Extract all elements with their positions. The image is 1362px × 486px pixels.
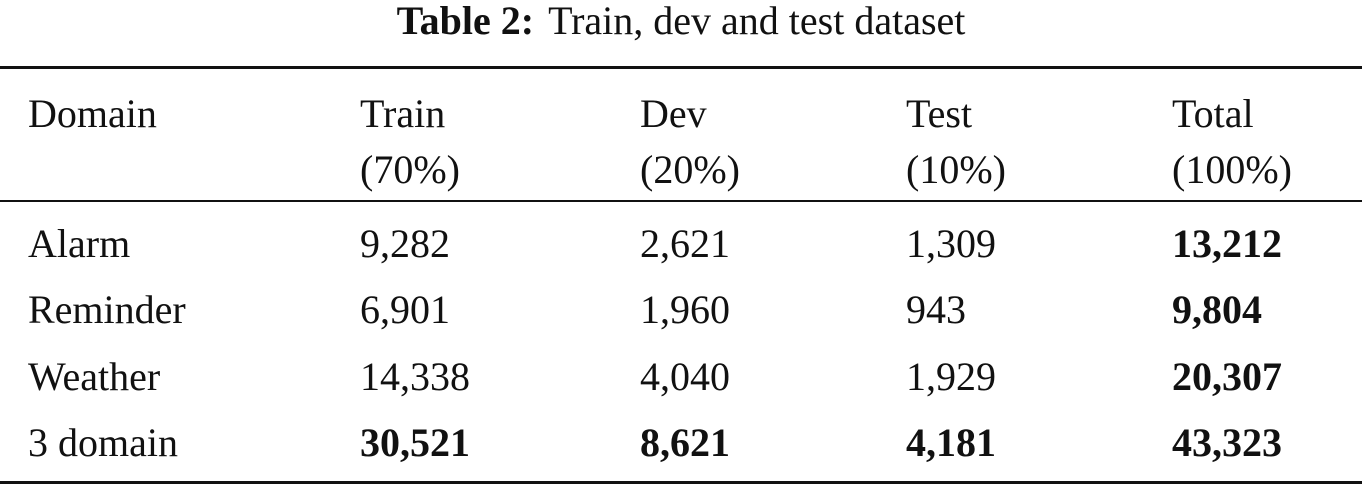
cell-dev: 8,621 [640, 420, 730, 465]
cell-total: 9,804 [1172, 287, 1262, 332]
cell-dev: 1,960 [640, 287, 730, 332]
cell-test: 943 [906, 287, 966, 332]
header-domain-line1: Domain [28, 91, 157, 136]
header-total: Total (100%) [1172, 86, 1292, 198]
header-total-line1: Total [1172, 91, 1254, 136]
header-train: Train (70%) [360, 86, 460, 198]
header-test: Test (10%) [906, 86, 1006, 198]
cell-train: 9,282 [360, 221, 450, 266]
cell-domain: Weather [28, 354, 161, 399]
header-train-line1: Train [360, 91, 446, 136]
header-dev: Dev (20%) [640, 86, 740, 198]
cell-test: 4,181 [906, 420, 996, 465]
header-train-line2: (70%) [360, 147, 460, 192]
cell-dev: 4,040 [640, 354, 730, 399]
header-domain: Domain [28, 86, 157, 142]
cell-total: 43,323 [1172, 420, 1282, 465]
table-header-rule [0, 200, 1362, 202]
header-dev-line1: Dev [640, 91, 707, 136]
table-caption-text: Train, dev and test dataset [548, 0, 966, 43]
cell-train: 14,338 [360, 354, 470, 399]
cell-test: 1,929 [906, 354, 996, 399]
header-test-line1: Test [906, 91, 973, 136]
cell-domain: Alarm [28, 221, 131, 266]
cell-train: 6,901 [360, 287, 450, 332]
table-caption-label: Table 2: [396, 0, 535, 43]
header-total-line2: (100%) [1172, 147, 1292, 192]
table-top-rule [0, 66, 1362, 69]
cell-test: 1,309 [906, 221, 996, 266]
cell-dev: 2,621 [640, 221, 730, 266]
table-caption: Table 2: Train, dev and test dataset [0, 0, 1362, 50]
table-bottom-rule [0, 481, 1362, 484]
header-dev-line2: (20%) [640, 147, 740, 192]
cell-train: 30,521 [360, 420, 470, 465]
header-test-line2: (10%) [906, 147, 1006, 192]
cell-domain: 3 domain [28, 420, 178, 465]
cell-domain: Reminder [28, 287, 186, 332]
cell-total: 13,212 [1172, 221, 1282, 266]
cell-total: 20,307 [1172, 354, 1282, 399]
